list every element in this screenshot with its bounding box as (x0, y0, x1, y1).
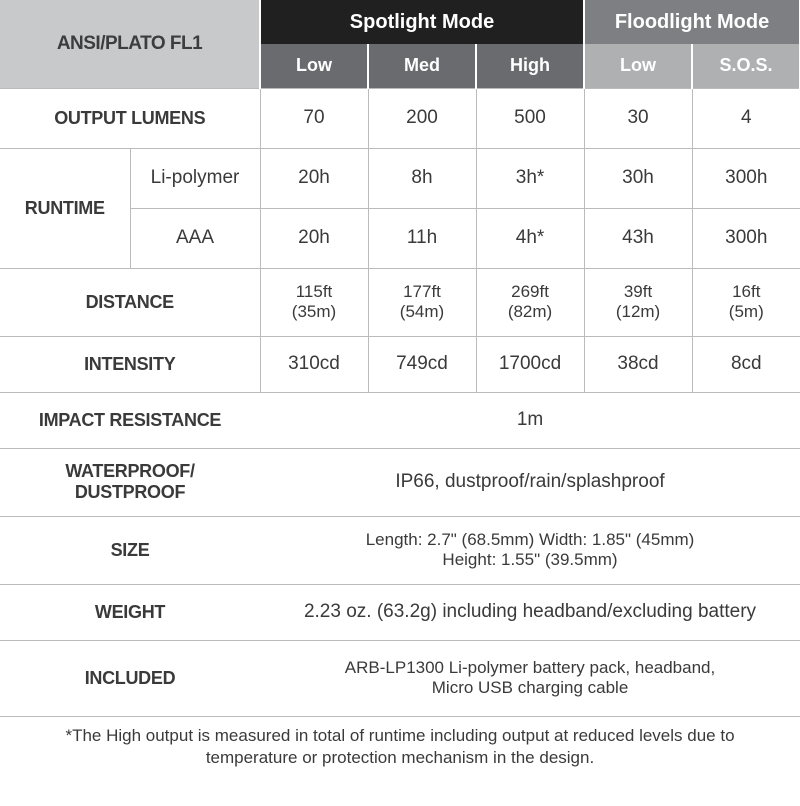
cell: 1700cd (476, 336, 584, 392)
row-waterproof: WATERPROOF/DUSTPROOF IP66, dustproof/rai… (0, 448, 800, 516)
header-corner: ANSI/PLATO FL1 (0, 0, 260, 88)
row-included: INCLUDED ARB-LP1300 Li-polymer battery p… (0, 640, 800, 716)
cell: 30 (584, 88, 692, 148)
row-size: SIZE Length: 2.7" (68.5mm) Width: 1.85" … (0, 516, 800, 584)
cell-included: ARB-LP1300 Li-polymer battery pack, head… (260, 640, 800, 716)
cell: 300h (692, 148, 800, 208)
label-waterproof: WATERPROOF/DUSTPROOF (0, 448, 260, 516)
cell: 8cd (692, 336, 800, 392)
subheader-spot-med: Med (368, 44, 476, 88)
cell: 38cd (584, 336, 692, 392)
cell: 200 (368, 88, 476, 148)
cell: 30h (584, 148, 692, 208)
label-lipoly: Li-polymer (130, 148, 260, 208)
cell: 16ft(5m) (692, 268, 800, 336)
header-spotlight: Spotlight Mode (260, 0, 584, 44)
row-output: OUTPUT LUMENS 70 200 500 30 4 (0, 88, 800, 148)
row-distance: DISTANCE 115ft(35m) 177ft(54m) 269ft(82m… (0, 268, 800, 336)
subheader-spot-low: Low (260, 44, 368, 88)
spec-table: ANSI/PLATO FL1 Spotlight Mode Floodlight… (0, 0, 800, 717)
cell: 269ft(82m) (476, 268, 584, 336)
cell-waterproof: IP66, dustproof/rain/splashproof (260, 448, 800, 516)
cell: 39ft(12m) (584, 268, 692, 336)
label-output: OUTPUT LUMENS (0, 88, 260, 148)
row-intensity: INTENSITY 310cd 749cd 1700cd 38cd 8cd (0, 336, 800, 392)
cell: 20h (260, 148, 368, 208)
label-impact: IMPACT RESISTANCE (0, 392, 260, 448)
label-weight: WEIGHT (0, 584, 260, 640)
cell: 300h (692, 208, 800, 268)
cell-impact: 1m (260, 392, 800, 448)
label-included: INCLUDED (0, 640, 260, 716)
cell: 43h (584, 208, 692, 268)
cell-weight: 2.23 oz. (63.2g) including headband/excl… (260, 584, 800, 640)
cell: 310cd (260, 336, 368, 392)
cell: 20h (260, 208, 368, 268)
cell: 3h* (476, 148, 584, 208)
label-distance: DISTANCE (0, 268, 260, 336)
cell: 8h (368, 148, 476, 208)
row-impact: IMPACT RESISTANCE 1m (0, 392, 800, 448)
subheader-spot-high: High (476, 44, 584, 88)
cell: 749cd (368, 336, 476, 392)
cell: 4 (692, 88, 800, 148)
cell: 4h* (476, 208, 584, 268)
label-runtime: RUNTIME (0, 148, 130, 268)
label-size: SIZE (0, 516, 260, 584)
label-aaa: AAA (130, 208, 260, 268)
footnote: *The High output is measured in total of… (0, 717, 800, 783)
cell: 11h (368, 208, 476, 268)
cell: 500 (476, 88, 584, 148)
label-intensity: INTENSITY (0, 336, 260, 392)
subheader-flood-low: Low (584, 44, 692, 88)
header-floodlight: Floodlight Mode (584, 0, 800, 44)
subheader-flood-sos: S.O.S. (692, 44, 800, 88)
cell: 177ft(54m) (368, 268, 476, 336)
row-runtime-lipoly: RUNTIME Li-polymer 20h 8h 3h* 30h 300h (0, 148, 800, 208)
cell-size: Length: 2.7" (68.5mm) Width: 1.85" (45mm… (260, 516, 800, 584)
cell: 70 (260, 88, 368, 148)
row-weight: WEIGHT 2.23 oz. (63.2g) including headba… (0, 584, 800, 640)
cell: 115ft(35m) (260, 268, 368, 336)
